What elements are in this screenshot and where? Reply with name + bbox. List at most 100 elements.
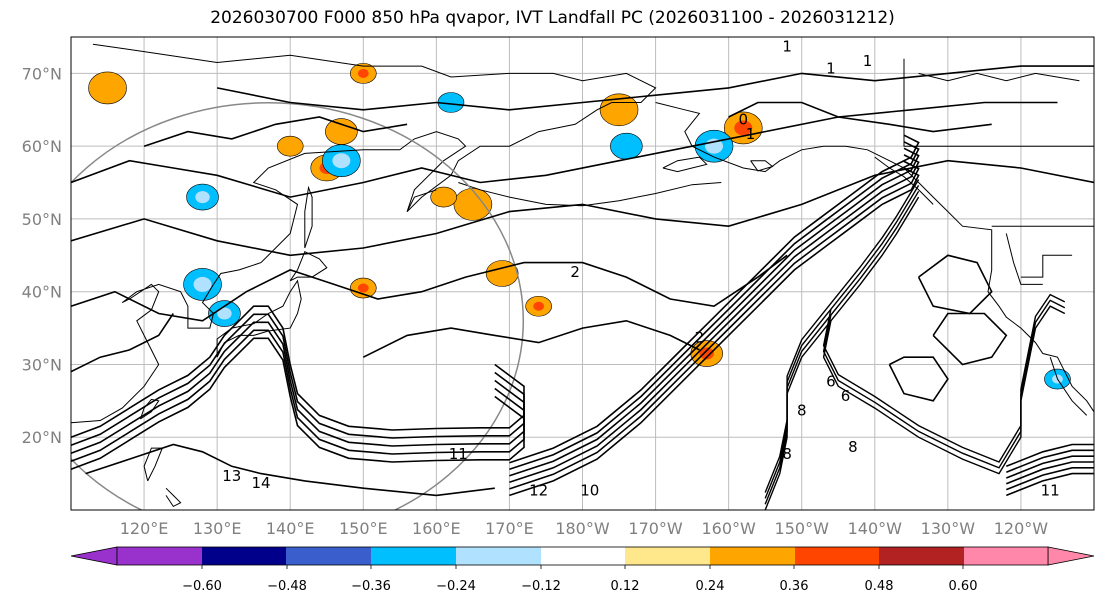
contour-line — [509, 147, 920, 477]
contour-line — [71, 254, 788, 322]
anomaly-fill-core — [734, 120, 753, 136]
coastline-segment — [289, 251, 328, 282]
y-tick-labels: 20°N 30°N 40°N 50°N 60°N 70°N — [22, 64, 62, 447]
contour-line — [932, 312, 1008, 366]
gridlines — [71, 37, 1094, 510]
colorbar-segment — [964, 547, 1048, 565]
anomaly-fill-core — [494, 267, 510, 280]
coastline-segment — [662, 156, 708, 173]
anomaly-fill-core — [357, 283, 369, 293]
contour-line — [71, 159, 1094, 257]
anomaly-fill-core — [193, 276, 212, 292]
contour-line — [71, 321, 525, 454]
contour-line — [71, 313, 174, 373]
contour-line — [1006, 461, 1094, 485]
colorbar-tick-label: −0.24 — [436, 579, 476, 594]
contour-line — [888, 356, 949, 402]
coastline-segment — [71, 43, 657, 424]
contour-line — [509, 154, 920, 484]
contour-label: 2 — [570, 263, 580, 281]
coastline-segment — [1005, 233, 1043, 285]
contour-label: 1 — [826, 59, 836, 77]
contour-label: 11 — [449, 445, 468, 463]
x-tick-label: 120°E — [120, 519, 169, 538]
colorbar-tick-label: −0.12 — [521, 579, 561, 594]
contour-line — [1006, 449, 1094, 473]
contour-label: 2 — [695, 329, 705, 347]
contour-line — [509, 134, 920, 464]
contour-line — [71, 313, 525, 446]
contour-line — [822, 293, 1066, 463]
map-frame — [70, 36, 1095, 511]
contour-line — [143, 116, 408, 147]
contour-line — [1006, 455, 1094, 479]
y-tick-label: 60°N — [22, 137, 62, 156]
y-tick-label: 30°N — [22, 355, 62, 374]
coastline-segment — [918, 72, 1080, 82]
contour-label: 11 — [1041, 481, 1060, 499]
anomaly-fill-core — [533, 301, 545, 311]
range-ring — [71, 102, 524, 510]
anomaly-fill-core — [195, 191, 210, 204]
colorbar-segment — [710, 547, 795, 565]
contour-line — [917, 254, 993, 315]
contour-line — [822, 299, 1066, 469]
colorbar-tick-label: 0.24 — [696, 579, 725, 594]
contour-line — [509, 141, 920, 470]
x-tick-label: 140°W — [848, 519, 903, 538]
contour-line — [764, 190, 920, 505]
anomaly-fill-core — [610, 102, 629, 118]
contour-label: 10 — [580, 481, 599, 499]
contour-line — [1006, 472, 1094, 497]
anomaly-fill-core — [463, 196, 482, 212]
coastline-segment — [304, 185, 313, 249]
contour-line — [362, 319, 700, 358]
contour-line — [71, 101, 1058, 198]
coastlines — [71, 43, 1094, 510]
x-tick-label: 170°W — [628, 519, 683, 538]
colorbar-tick-label: 0.48 — [865, 579, 894, 594]
contour-label: 0 — [738, 110, 748, 128]
contour-label: 8 — [797, 401, 807, 419]
contour-label: 8 — [848, 438, 858, 456]
coastline-segment — [165, 487, 182, 508]
x-tick-label: 150°E — [339, 519, 388, 538]
colorbar-under-triangle — [70, 546, 118, 566]
contour-line — [764, 196, 920, 510]
colorbar-tick-label: −0.60 — [182, 579, 222, 594]
colorbar-segment — [286, 547, 371, 565]
contour-label: 6 — [826, 372, 836, 390]
ivt-contours — [71, 65, 1094, 510]
anomaly-fill-core — [699, 347, 714, 360]
x-tick-label: 120°W — [994, 519, 1049, 538]
colorbar-tick-label: −0.36 — [351, 579, 391, 594]
x-tick-label: 140°E — [266, 519, 315, 538]
colorbar-segment — [202, 547, 286, 565]
coastline-segment — [874, 156, 934, 205]
contour-line — [216, 65, 1094, 111]
x-tick-label: 180°W — [555, 519, 610, 538]
contour-line — [509, 160, 920, 490]
contour-label: 1 — [863, 52, 873, 70]
y-tick-label: 20°N — [22, 428, 62, 447]
contour-line — [85, 443, 495, 497]
anomaly-fill-core — [98, 80, 117, 96]
y-tick-label: 50°N — [22, 210, 62, 229]
anomaly-fill-core — [284, 141, 296, 151]
contour-line — [71, 329, 525, 462]
colorbar-segment — [795, 547, 879, 565]
anomaly-fill-core — [217, 307, 232, 320]
contour-label: 6 — [841, 387, 851, 405]
chart-title: 2026030700 F000 850 hPa qvapor, IVT Land… — [210, 8, 895, 28]
coastline-segment — [1020, 254, 1073, 278]
contour-label: 14 — [251, 474, 270, 492]
colorbar-tick-label: −0.48 — [267, 579, 307, 594]
contour-line — [822, 305, 1066, 475]
contour-line — [1006, 443, 1094, 468]
x-tick-labels: 120°E 130°E 140°E 150°E 160°E 170°E 180°W 170°W… — [120, 519, 1049, 538]
anomaly-fills — [88, 63, 1071, 390]
coastline-segment — [143, 447, 164, 482]
contour-line — [509, 167, 920, 497]
contour-line — [764, 185, 920, 499]
